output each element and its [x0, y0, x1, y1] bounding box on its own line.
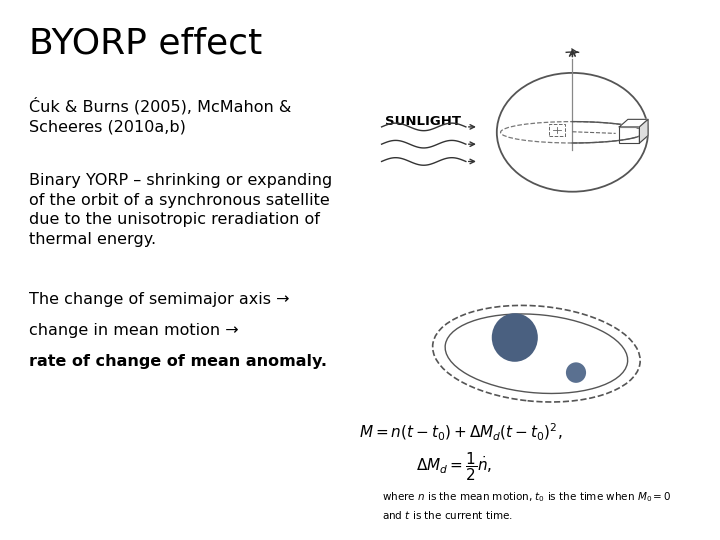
- Ellipse shape: [566, 362, 586, 383]
- Text: The change of semimajor axis →: The change of semimajor axis →: [29, 292, 289, 307]
- Text: where $n$ is the mean motion, $t_0$ is the time when $M_0 = 0$
and $t$ is the cu: where $n$ is the mean motion, $t_0$ is t…: [382, 490, 671, 522]
- Text: change in mean motion →: change in mean motion →: [29, 323, 243, 338]
- Text: rate of change of mean anomaly.: rate of change of mean anomaly.: [29, 354, 327, 369]
- Polygon shape: [639, 119, 648, 143]
- Text: $\Delta M_d = \dfrac{1}{2}\dot{n},$: $\Delta M_d = \dfrac{1}{2}\dot{n},$: [415, 451, 492, 483]
- Text: Ćuk & Burns (2005), McMahon &
Scheeres (2010a,b): Ćuk & Burns (2005), McMahon & Scheeres (…: [29, 97, 291, 134]
- Bar: [549, 124, 565, 136]
- Text: BYORP effect: BYORP effect: [29, 27, 262, 61]
- Bar: [619, 127, 639, 143]
- Text: $M = n(t - t_0) + \Delta M_d(t - t_0)^2,$: $M = n(t - t_0) + \Delta M_d(t - t_0)^2,…: [359, 421, 562, 443]
- Ellipse shape: [492, 313, 538, 362]
- Text: Binary YORP – shrinking or expanding
of the orbit of a synchronous satellite
due: Binary YORP – shrinking or expanding of …: [29, 173, 332, 247]
- Polygon shape: [619, 119, 648, 127]
- Text: SUNLIGHT: SUNLIGHT: [385, 115, 462, 128]
